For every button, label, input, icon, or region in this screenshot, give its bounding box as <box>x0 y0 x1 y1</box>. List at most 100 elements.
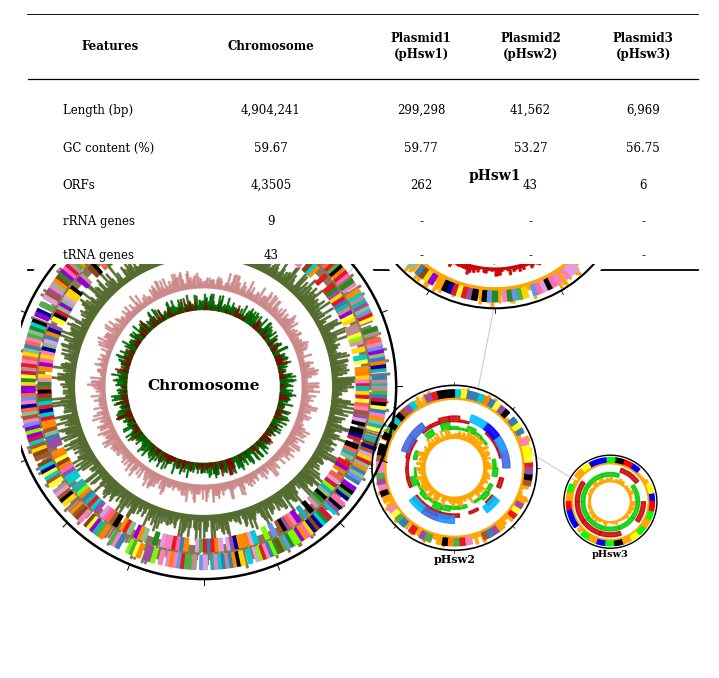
Wedge shape <box>361 412 370 415</box>
Wedge shape <box>192 308 193 311</box>
Wedge shape <box>452 536 454 538</box>
Wedge shape <box>67 426 81 432</box>
Wedge shape <box>413 163 418 165</box>
Wedge shape <box>459 145 467 153</box>
Wedge shape <box>607 182 613 184</box>
Wedge shape <box>186 306 188 311</box>
Wedge shape <box>484 468 493 469</box>
Wedge shape <box>72 330 85 337</box>
Wedge shape <box>344 462 349 466</box>
Wedge shape <box>244 253 248 264</box>
Wedge shape <box>130 334 142 342</box>
Wedge shape <box>628 490 633 494</box>
Wedge shape <box>473 441 478 445</box>
Wedge shape <box>423 477 426 479</box>
Wedge shape <box>544 220 549 224</box>
Wedge shape <box>423 182 430 183</box>
Wedge shape <box>200 203 203 218</box>
Wedge shape <box>571 485 575 490</box>
Wedge shape <box>564 265 575 276</box>
Wedge shape <box>215 305 216 311</box>
Wedge shape <box>362 398 371 400</box>
Wedge shape <box>375 211 390 217</box>
Wedge shape <box>171 309 175 315</box>
Wedge shape <box>142 334 145 338</box>
Wedge shape <box>280 376 283 377</box>
Wedge shape <box>299 291 310 300</box>
Wedge shape <box>453 106 462 121</box>
Wedge shape <box>402 435 416 453</box>
Wedge shape <box>134 344 138 346</box>
Wedge shape <box>463 235 467 243</box>
Wedge shape <box>581 207 586 210</box>
Wedge shape <box>108 483 119 495</box>
Wedge shape <box>341 451 354 460</box>
Wedge shape <box>175 481 177 487</box>
Wedge shape <box>300 295 307 302</box>
Wedge shape <box>86 319 91 323</box>
Wedge shape <box>275 414 288 418</box>
Wedge shape <box>646 511 649 514</box>
Wedge shape <box>164 510 167 517</box>
Wedge shape <box>40 462 54 471</box>
Wedge shape <box>580 140 587 144</box>
Wedge shape <box>190 247 192 258</box>
Wedge shape <box>406 447 412 458</box>
Wedge shape <box>129 415 132 416</box>
Wedge shape <box>343 463 353 470</box>
Wedge shape <box>461 389 464 400</box>
Wedge shape <box>40 304 61 316</box>
Wedge shape <box>147 330 149 333</box>
Wedge shape <box>580 473 584 477</box>
Wedge shape <box>344 461 358 469</box>
Wedge shape <box>147 312 157 325</box>
Wedge shape <box>24 385 44 386</box>
Text: -: - <box>641 249 645 262</box>
Wedge shape <box>231 481 234 487</box>
Wedge shape <box>269 344 270 346</box>
Wedge shape <box>400 252 411 262</box>
Wedge shape <box>415 186 431 189</box>
Wedge shape <box>29 353 47 358</box>
Wedge shape <box>283 268 298 285</box>
Wedge shape <box>187 243 190 258</box>
Wedge shape <box>329 414 334 416</box>
Wedge shape <box>267 461 279 475</box>
Wedge shape <box>412 95 416 98</box>
Wedge shape <box>148 445 155 454</box>
Wedge shape <box>377 201 387 204</box>
Wedge shape <box>230 253 233 260</box>
Wedge shape <box>196 307 197 310</box>
Wedge shape <box>81 325 88 330</box>
Wedge shape <box>333 479 338 483</box>
Wedge shape <box>557 107 559 109</box>
Wedge shape <box>423 530 427 535</box>
Wedge shape <box>450 242 453 245</box>
Wedge shape <box>126 351 134 355</box>
Wedge shape <box>125 359 131 362</box>
Wedge shape <box>154 310 162 322</box>
Wedge shape <box>106 417 110 419</box>
Wedge shape <box>100 424 113 431</box>
Wedge shape <box>481 451 488 455</box>
Wedge shape <box>455 260 458 262</box>
Wedge shape <box>277 410 288 415</box>
Wedge shape <box>386 119 396 125</box>
Wedge shape <box>353 416 366 422</box>
Wedge shape <box>280 387 282 388</box>
Wedge shape <box>349 430 362 437</box>
Wedge shape <box>424 447 431 452</box>
Wedge shape <box>429 215 443 225</box>
Wedge shape <box>575 521 580 526</box>
Wedge shape <box>82 453 93 460</box>
Wedge shape <box>129 342 138 347</box>
Wedge shape <box>120 493 132 508</box>
Wedge shape <box>269 460 277 468</box>
Wedge shape <box>510 254 513 258</box>
Wedge shape <box>186 545 188 555</box>
Wedge shape <box>183 222 189 235</box>
Wedge shape <box>593 114 610 124</box>
Wedge shape <box>577 132 581 136</box>
Wedge shape <box>377 481 388 485</box>
Wedge shape <box>551 210 555 213</box>
